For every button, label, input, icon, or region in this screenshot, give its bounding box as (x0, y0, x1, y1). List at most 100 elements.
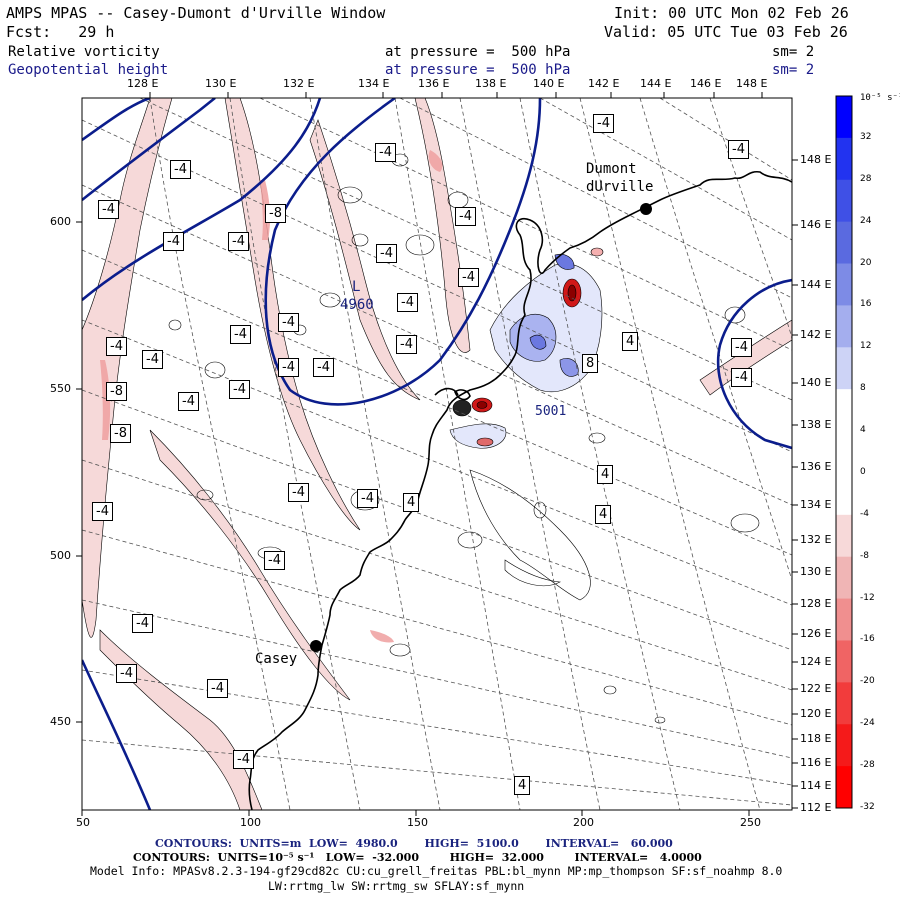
lon-label-right: 136 E (800, 460, 832, 473)
plot-frame (81, 97, 793, 811)
lon-label: 146 E (690, 77, 722, 90)
lon-label-right: 130 E (800, 565, 832, 578)
lon-label-right: 134 E (800, 498, 832, 511)
low-center-value: 4960 (340, 297, 374, 313)
contour-label: 4 (597, 465, 614, 484)
casey-marker (310, 640, 322, 652)
colorbar-swatch (836, 305, 852, 348)
contour-label: -8 (106, 382, 127, 401)
colorbar-frame (835, 95, 853, 809)
lon-label-right: 112 E (800, 801, 832, 814)
right-ticks (792, 159, 798, 809)
lon-label: 136 E (418, 77, 450, 90)
contour-label: -4 (396, 335, 417, 354)
colorbar-label: 0 (860, 466, 866, 477)
x-tick-label: 150 (407, 816, 428, 829)
colorbar-label: -24 (860, 718, 875, 729)
lon-label-right: 132 E (800, 533, 832, 546)
colorbar-swatch (836, 137, 852, 181)
contour-label: -4 (207, 679, 228, 698)
field2-level: at pressure = 500 hPa (385, 62, 571, 78)
colorbar-swatch (836, 766, 852, 809)
colorbar-label: 28 (860, 173, 872, 184)
colorbar-label: 20 (860, 257, 872, 268)
lon-label-right: 118 E (800, 732, 832, 745)
colorbar-swatch (836, 179, 852, 223)
contour-label: -4 (375, 143, 396, 162)
contour-label: -4 (98, 200, 119, 219)
contour-label: -4 (106, 337, 127, 356)
colorbar-unit: 10⁻⁵ s⁻¹ (860, 93, 900, 103)
top-ticks (149, 92, 763, 98)
colorbar-swatch (836, 682, 852, 725)
footer-height-contours: CONTOURS: UNITS=m LOW= 4980.0 HIGH= 5100… (155, 837, 673, 850)
contour-label: -4 (229, 380, 250, 399)
colorbar-label: 32 (860, 131, 872, 142)
y-tick-label: 500 (50, 549, 71, 562)
vorticity-cores (452, 247, 604, 447)
coastline (248, 170, 792, 810)
contour-label: 4 (595, 505, 612, 524)
lon-label-right: 114 E (800, 779, 832, 792)
contour-label: -4 (228, 232, 249, 251)
lon-label: 138 E (475, 77, 507, 90)
contour-label: -4 (357, 489, 378, 508)
lon-label: 134 E (358, 77, 390, 90)
dumont-durville-label: Dumont dUrville (586, 161, 654, 195)
contour-label: -4 (455, 207, 476, 226)
lon-label: 128 E (127, 77, 159, 90)
colorbar-label: 8 (860, 383, 866, 394)
colorbar-label: 12 (860, 341, 872, 352)
footer-model-info: Model Info: MPASv8.2.3-194-gf29cd82c CU:… (90, 864, 783, 878)
contour-label: -4 (288, 483, 309, 502)
contour-label: -4 (264, 551, 285, 570)
chart-title: AMPS MPAS -- Casey-Dumont d'Urville Wind… (6, 4, 386, 22)
colorbar-label: 4 (860, 425, 866, 436)
geopotential-contours (82, 98, 792, 810)
lon-label: 142 E (588, 77, 620, 90)
x-tick-label: 200 (573, 816, 594, 829)
lon-label-right: 124 E (800, 655, 832, 668)
height-contour-label: 5001 (535, 404, 567, 419)
contour-label: -4 (313, 358, 334, 377)
lon-label-right: 142 E (800, 328, 832, 341)
valid-time: Valid: 05 UTC Tue 03 Feb 26 (604, 23, 848, 41)
forecast-hour: Fcst: 29 h (6, 23, 115, 41)
colorbar-swatch (836, 556, 852, 600)
colorbar-swatch (836, 389, 852, 432)
field2-smoothing: sm= 2 (772, 62, 815, 78)
lon-label-right: 126 E (800, 627, 832, 640)
x-tick-label: 50 (76, 816, 90, 829)
lon-label: 132 E (283, 77, 315, 90)
colorbar-label: -4 (860, 508, 869, 519)
lon-label: 148 E (736, 77, 768, 90)
contour-label: -4 (142, 350, 163, 369)
contour-label: -4 (278, 313, 299, 332)
colorbar-swatch (836, 598, 852, 641)
contour-label: -8 (110, 424, 131, 443)
contour-label: 4 (514, 776, 531, 795)
lon-label: 144 E (640, 77, 672, 90)
colorbar-swatch (836, 96, 852, 139)
colorbar (835, 95, 853, 809)
lon-label: 140 E (533, 77, 565, 90)
lon-label-right: 120 E (800, 707, 832, 720)
colorbar-label: -8 (860, 550, 869, 561)
colorbar-swatch (836, 472, 852, 516)
footer-vorticity-contours: CONTOURS: UNITS=10⁻⁵ s⁻¹ LOW= -32.000 HI… (133, 851, 702, 864)
lon-label-right: 140 E (800, 376, 832, 389)
field1-level: at pressure = 500 hPa (385, 44, 571, 60)
lon-label-right: 148 E (800, 153, 832, 166)
contour-label: -4 (163, 232, 184, 251)
contour-label: -8 (265, 204, 286, 223)
colorbar-label: 16 (860, 299, 872, 310)
contour-label: -4 (731, 368, 752, 387)
contour-label: 4 (403, 493, 420, 512)
grid-ticks (76, 221, 750, 816)
colorbar-swatch (836, 640, 852, 683)
contour-label: -4 (593, 114, 614, 133)
contour-label: -4 (278, 358, 299, 377)
lon-label-right: 138 E (800, 418, 832, 431)
y-tick-label: 550 (50, 382, 71, 395)
